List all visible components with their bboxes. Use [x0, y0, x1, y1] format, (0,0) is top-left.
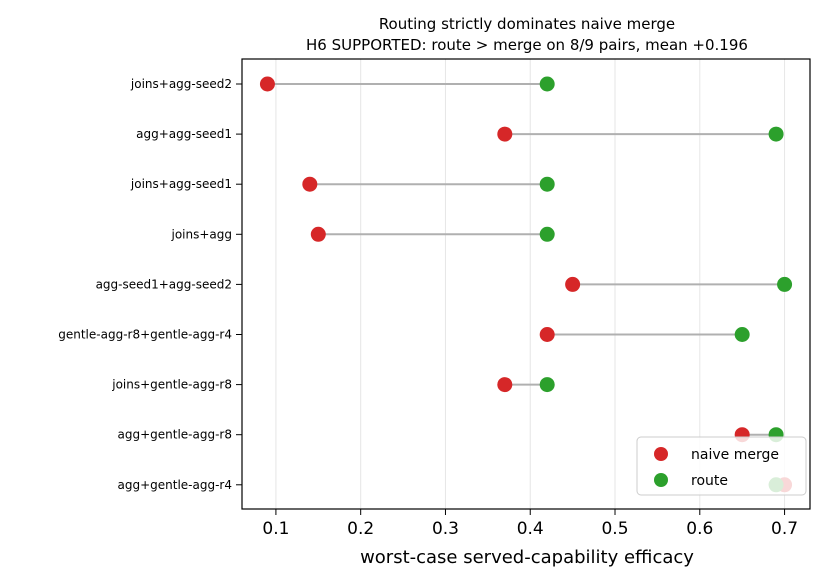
point-route: [539, 76, 555, 92]
point-naive-merge: [497, 377, 513, 393]
chart-title: Routing strictly dominates naive merge: [379, 15, 675, 33]
x-axis-ticks: 0.1 0.2 0.3 0.4 0.5 0.6 0.7: [262, 509, 798, 539]
x-tick-label: 0.3: [432, 519, 459, 539]
point-route: [777, 276, 793, 292]
y-tick-label: joins+agg: [170, 227, 232, 241]
y-tick-label: joins+agg-seed2: [130, 77, 232, 91]
legend-box: [636, 436, 807, 496]
point-route: [539, 176, 555, 192]
point-route: [734, 327, 750, 342]
point-naive-merge: [259, 76, 275, 92]
legend: naive merge route: [636, 436, 807, 496]
x-tick-label: 0.2: [347, 519, 374, 539]
y-tick-label: gentle-agg-r8+gentle-agg-r4: [58, 328, 232, 342]
y-tick-label: joins+gentle-agg-r8: [111, 378, 232, 392]
x-tick-label: 0.7: [771, 519, 798, 539]
y-tick-label: joins+agg-seed1: [130, 177, 232, 191]
x-tick-label: 0.4: [517, 519, 544, 539]
legend-label-route: route: [691, 473, 728, 489]
point-route: [539, 377, 555, 393]
y-tick-label: agg+agg-seed1: [136, 127, 232, 141]
connectors: [267, 83, 785, 486]
y-tick-label: agg+gentle-agg-r4: [118, 478, 233, 492]
y-axis-ticks: joins+agg-seed2 agg+agg-seed1 joins+agg-se…: [58, 77, 242, 492]
x-tick-label: 0.5: [601, 519, 628, 539]
point-naive-merge: [539, 327, 555, 342]
point-route: [539, 226, 555, 242]
point-naive-merge: [497, 126, 513, 142]
y-tick-label: agg+gentle-agg-r8: [118, 428, 233, 442]
x-tick-label: 0.6: [686, 519, 713, 539]
point-route: [768, 126, 784, 142]
legend-marker-naive-merge: [654, 447, 668, 461]
y-tick-label: agg-seed1+agg-seed2: [96, 277, 232, 291]
point-naive-merge: [310, 226, 326, 242]
x-axis-label: worst-case served-capability efficacy: [360, 547, 694, 568]
legend-marker-route: [654, 473, 668, 487]
point-naive-merge: [302, 176, 318, 192]
legend-label-naive-merge: naive merge: [691, 447, 779, 463]
chart-subtitle: H6 SUPPORTED: route > merge on 8/9 pairs…: [306, 36, 748, 54]
point-naive-merge: [565, 276, 581, 292]
x-tick-label: 0.1: [262, 519, 289, 539]
